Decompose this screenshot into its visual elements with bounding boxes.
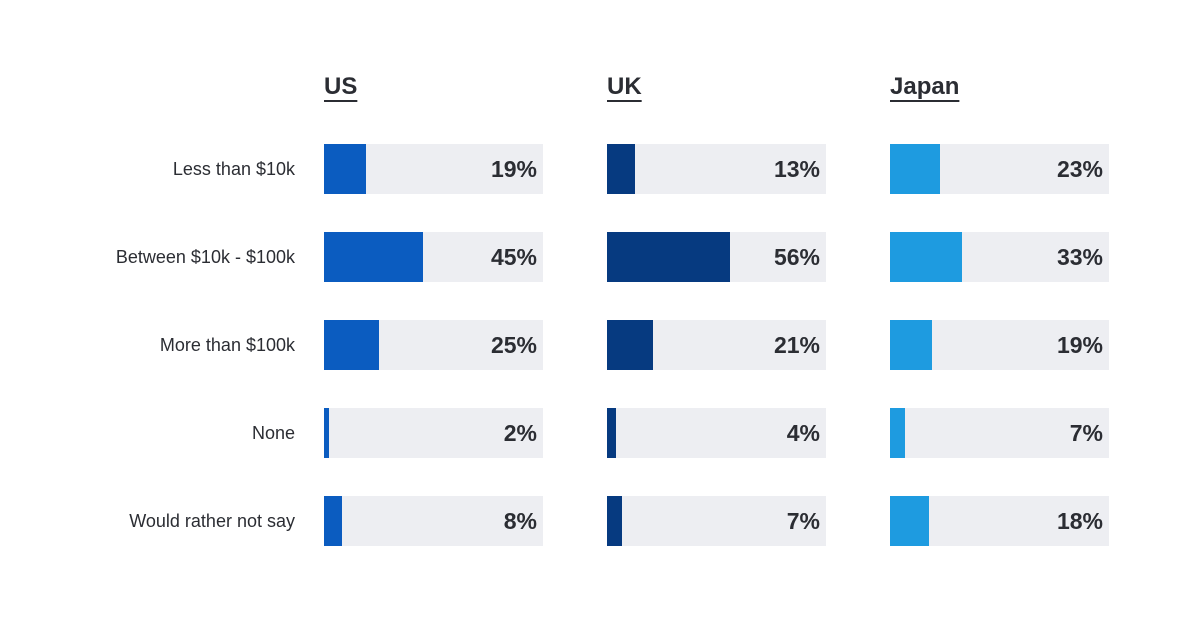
bar	[890, 496, 930, 546]
row-label: Would rather not say	[129, 511, 295, 531]
bar	[607, 320, 653, 370]
bar	[607, 144, 636, 194]
value-label: 7%	[1069, 420, 1103, 446]
bar	[324, 408, 329, 458]
bar	[607, 408, 616, 458]
series-title: UK	[607, 73, 642, 100]
bar-track: 23%	[890, 144, 1109, 194]
bar-track: 18%	[890, 496, 1109, 546]
bar	[890, 320, 932, 370]
value-label: 19%	[1056, 332, 1103, 358]
bar-track: 7%	[607, 496, 826, 546]
bar	[607, 232, 730, 282]
bar	[607, 496, 623, 546]
bar-track: 45%	[324, 232, 543, 282]
value-label: 8%	[503, 508, 537, 534]
value-label: 4%	[786, 420, 820, 446]
bar	[324, 144, 366, 194]
bar-track: 13%	[607, 144, 826, 194]
value-label: 56%	[773, 244, 820, 270]
value-label: 19%	[490, 156, 537, 182]
row-label: Between $10k - $100k	[115, 247, 295, 267]
bar-track: 2%	[324, 408, 543, 458]
bar	[324, 320, 379, 370]
bar	[890, 408, 906, 458]
bar	[890, 232, 963, 282]
row-label: None	[251, 423, 295, 443]
bar-track: 56%	[607, 232, 826, 282]
value-label: 33%	[1056, 244, 1103, 270]
bar-track: 4%	[607, 408, 826, 458]
row-label: Less than $10k	[172, 159, 295, 179]
series-title: US	[324, 73, 358, 100]
series-title: Japan	[890, 73, 960, 100]
value-label: 13%	[773, 156, 820, 182]
bar	[324, 496, 342, 546]
bar	[890, 144, 941, 194]
bar-track: 33%	[890, 232, 1109, 282]
bar-track: 21%	[607, 320, 826, 370]
row-label: More than $100k	[159, 335, 295, 355]
bar-track: 8%	[324, 496, 543, 546]
bar-track: 19%	[324, 144, 543, 194]
value-label: 45%	[490, 244, 537, 270]
value-label: 23%	[1056, 156, 1103, 182]
value-label: 21%	[773, 332, 820, 358]
value-label: 18%	[1056, 508, 1103, 534]
value-label: 25%	[490, 332, 537, 358]
bar-track: 7%	[890, 408, 1109, 458]
value-label: 7%	[786, 508, 820, 534]
bar-track: 19%	[890, 320, 1109, 370]
bar-track: 25%	[324, 320, 543, 370]
value-label: 2%	[503, 420, 537, 446]
bar	[324, 232, 423, 282]
